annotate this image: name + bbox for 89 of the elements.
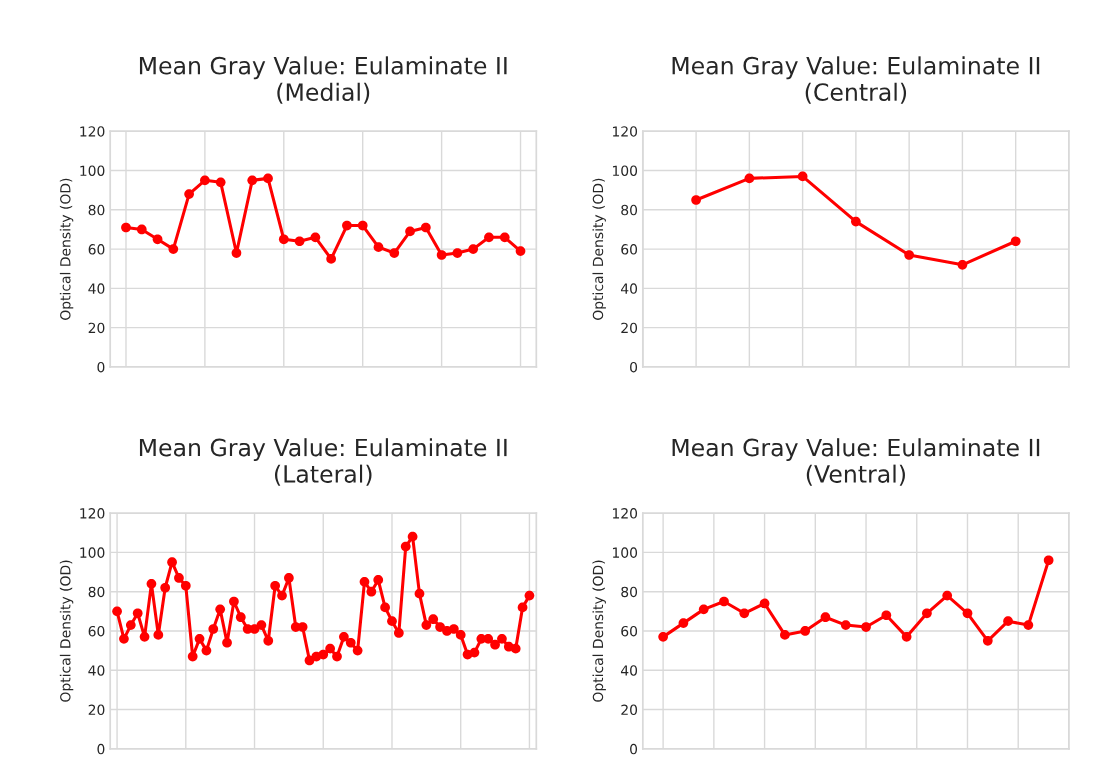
point xyxy=(152,234,163,245)
point xyxy=(904,250,915,260)
point xyxy=(797,171,808,182)
point xyxy=(263,173,273,184)
y-tick-label: 120 xyxy=(612,126,638,137)
point xyxy=(405,226,415,237)
y-tick-label: 100 xyxy=(80,165,105,176)
y-tick-label: 100 xyxy=(612,547,638,558)
y-tick-label: 120 xyxy=(80,508,105,519)
y-tick-label: 0 xyxy=(97,743,105,755)
y-axis-title: Optical Density (OD) xyxy=(592,560,606,702)
y-tick-label: 80 xyxy=(88,586,105,598)
y-tick-label: 40 xyxy=(88,665,105,676)
point xyxy=(1043,555,1054,566)
point xyxy=(468,244,479,254)
y-tick-label: 20 xyxy=(621,322,638,334)
chart-title: Mean Gray Value: Eulaminate II (Medial) xyxy=(139,56,507,104)
y-tick-label: 0 xyxy=(630,743,638,755)
point xyxy=(759,598,770,609)
point xyxy=(247,175,258,186)
point xyxy=(678,618,689,628)
point xyxy=(861,622,871,632)
point xyxy=(136,224,147,235)
point xyxy=(982,635,993,646)
point xyxy=(962,608,973,619)
y-tick-label: 20 xyxy=(621,704,638,716)
point xyxy=(436,250,447,260)
point xyxy=(215,177,226,188)
y-tick-label: 40 xyxy=(620,283,638,294)
point xyxy=(719,596,729,607)
point xyxy=(957,259,968,270)
point xyxy=(389,248,400,258)
point xyxy=(499,232,510,243)
y-tick-label: 0 xyxy=(630,361,638,373)
point xyxy=(840,620,851,630)
point xyxy=(168,244,179,254)
y-tick-label: 20 xyxy=(88,704,105,716)
point xyxy=(658,632,668,642)
point xyxy=(373,242,384,252)
point xyxy=(515,246,526,256)
point xyxy=(1003,616,1013,627)
y-tick-label: 60 xyxy=(88,625,105,637)
point xyxy=(420,222,431,233)
point xyxy=(310,232,321,243)
point xyxy=(744,173,755,184)
point xyxy=(942,590,953,601)
point xyxy=(452,248,463,258)
y-tick-label: 60 xyxy=(88,244,105,255)
point xyxy=(820,612,831,623)
point xyxy=(357,220,368,231)
y-tick-label: 40 xyxy=(88,283,105,294)
y-tick-label: 120 xyxy=(612,508,638,519)
point xyxy=(922,608,932,619)
y-axis-title: Optical Density (OD) xyxy=(59,560,74,702)
point xyxy=(800,626,811,636)
y-axis-title: Optical Density (OD) xyxy=(592,178,606,320)
point xyxy=(1010,236,1021,247)
point xyxy=(231,248,242,258)
point xyxy=(851,216,861,227)
y-tick-label: 80 xyxy=(88,204,105,216)
point xyxy=(780,630,790,640)
y-tick-label: 40 xyxy=(620,665,638,676)
point xyxy=(698,604,709,615)
point xyxy=(342,220,352,231)
point xyxy=(200,175,210,186)
chart-title: Mean Gray Value: Eulaminate II (Central) xyxy=(672,56,1040,104)
point xyxy=(294,236,305,247)
y-tick-label: 100 xyxy=(80,547,105,558)
y-tick-label: 120 xyxy=(80,126,105,137)
point xyxy=(881,610,892,621)
point xyxy=(121,222,131,233)
y-axis-title: Optical Density (OD) xyxy=(59,178,74,320)
point xyxy=(739,608,750,619)
point xyxy=(484,232,494,243)
y-tick-label: 20 xyxy=(88,322,105,334)
chart-title: Mean Gray Value: Eulaminate II (Lateral) xyxy=(139,438,507,486)
chart-title: Mean Gray Value: Eulaminate II (Ventral) xyxy=(672,438,1040,486)
y-tick-label: 80 xyxy=(621,204,638,216)
y-tick-label: 60 xyxy=(621,625,638,637)
point xyxy=(1023,620,1034,630)
point xyxy=(326,254,337,264)
y-tick-label: 0 xyxy=(97,361,105,373)
y-tick-label: 60 xyxy=(621,244,638,255)
point xyxy=(691,195,701,205)
point xyxy=(901,632,912,642)
y-tick-label: 100 xyxy=(612,165,638,176)
y-tick-label: 80 xyxy=(621,586,638,598)
point xyxy=(184,189,194,199)
point xyxy=(278,234,289,245)
